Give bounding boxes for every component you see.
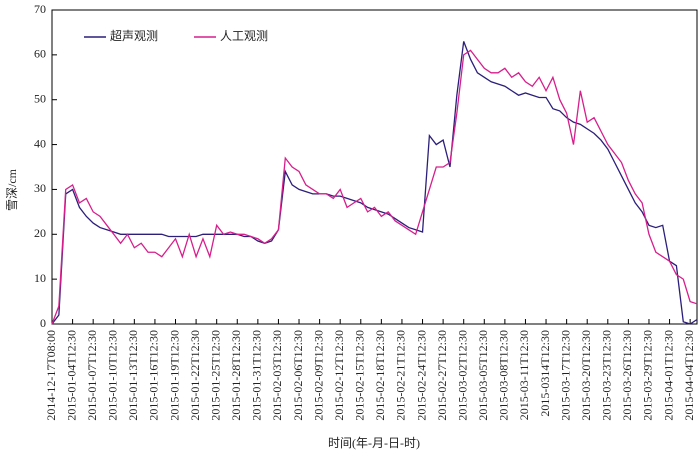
x-tick-label: 2015-01-07T12:30	[85, 330, 99, 421]
x-axis-title: 时间(年-月-日-时)	[328, 436, 420, 450]
x-tick-label: 2015-02-27T12:30	[435, 330, 449, 421]
x-tick-label: 2015-03-02T12:30	[455, 330, 469, 421]
x-tick-label: 2015-01-16T12:30	[147, 330, 161, 421]
y-tick-label: 40	[34, 136, 46, 150]
x-tick-label: 2015-0314T12:30	[538, 330, 552, 417]
x-tick-label: 2015-03-17T12:30	[558, 330, 572, 421]
x-tick-label: 2014-12-17T08:00	[44, 330, 58, 421]
x-tick-label: 2015-02-24T12:30	[414, 330, 428, 421]
x-tick-label: 2015-01-25T12:30	[208, 330, 222, 421]
x-tick-label: 2015-02-12T12:30	[332, 330, 346, 421]
y-tick-label: 20	[34, 226, 46, 240]
x-tick-label: 2015-01-10T12:30	[106, 330, 120, 421]
x-tick-label: 2015-01-22T12:30	[188, 330, 202, 421]
x-tick-label: 2015-04-04T12:30	[682, 330, 696, 421]
x-tick-label: 2015-03-20T12:30	[579, 330, 593, 421]
x-tick-label: 2015-03-05T12:30	[476, 330, 490, 421]
x-tick-label: 2015-03-26T12:30	[620, 330, 634, 421]
x-tick-label: 2015-01-28T12:30	[229, 330, 243, 421]
x-tick-label: 2015-01-13T12:30	[126, 330, 140, 421]
y-tick-label: 50	[34, 91, 46, 105]
series-line	[51, 41, 698, 325]
x-tick-label: 2015-02-18T12:30	[373, 330, 387, 421]
y-tick-label: 10	[34, 271, 46, 285]
y-axis-title: 雪深/cm	[5, 168, 19, 211]
legend-label: 人工观测	[220, 29, 268, 43]
x-tick-label: 2015-02-15T12:30	[353, 330, 367, 421]
x-tick-label: 2015-02-06T12:30	[291, 330, 305, 421]
x-tick-label: 2015-02-03T12:30	[270, 330, 284, 421]
y-tick-label: 60	[34, 47, 46, 61]
series-line	[51, 49, 698, 325]
legend-label: 超声观测	[110, 28, 158, 43]
x-tick-label: 2015-01-04T12:30	[64, 330, 78, 421]
x-tick-label: 2015-02-09T12:30	[311, 330, 325, 421]
x-tick-label: 2015-01-19T12:30	[167, 330, 181, 421]
y-tick-label: 30	[34, 181, 46, 195]
plot-frame	[51, 9, 698, 325]
y-tick-label: 0	[40, 316, 46, 330]
x-tick-label: 2015-03-29T12:30	[641, 330, 655, 421]
x-tick-label: 2015-03-23T12:30	[600, 330, 614, 421]
x-tick-label: 2015-04-01T12:30	[661, 330, 675, 421]
x-tick-label: 2015-03-08T12:30	[497, 330, 511, 421]
y-tick-label: 70	[34, 2, 46, 16]
x-tick-label: 2015-02-21T12:30	[394, 330, 408, 421]
x-tick-label: 2015-03-11T12:30	[517, 330, 531, 420]
x-tick-label: 2015-01-31T12:30	[250, 330, 264, 421]
